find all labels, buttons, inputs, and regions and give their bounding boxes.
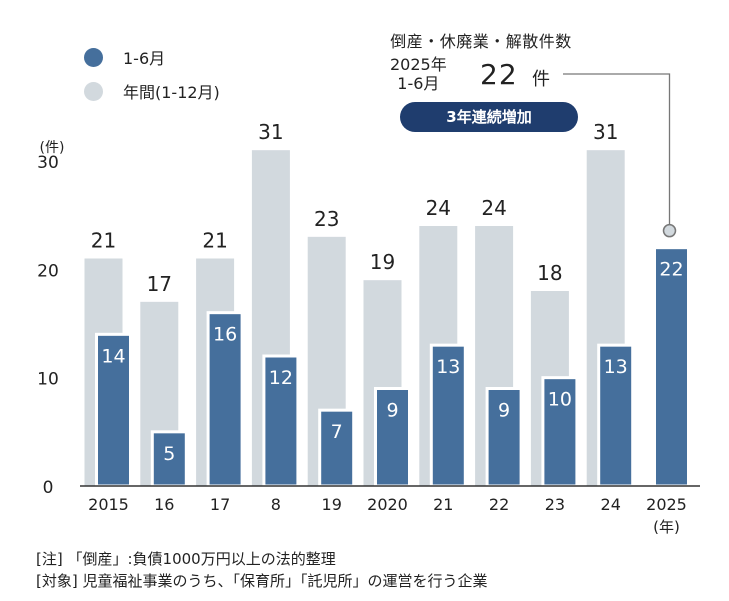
data-label-annual: 18: [537, 261, 562, 285]
y-tick-label: 20: [37, 261, 59, 281]
bar-first-half: [653, 246, 690, 488]
footnote-note: [注] 「倒産」:負債1000万円以上の法的整理: [36, 550, 336, 568]
x-tick-label: 2015: [88, 495, 129, 514]
callout-title: 倒産・休廃業・解散件数: [390, 32, 572, 51]
data-label-first-half: 13: [436, 356, 460, 378]
x-tick-label: 24: [601, 495, 621, 514]
x-tick-label: 21: [433, 495, 453, 514]
callout-count: 22: [480, 58, 518, 91]
data-label-annual: 21: [202, 229, 227, 253]
y-axis-unit: (件): [40, 140, 65, 156]
data-label-annual: 17: [147, 272, 172, 296]
legend-label: 年間(1-12月): [123, 83, 220, 102]
bar-first-half: [597, 343, 635, 488]
y-tick-label: 10: [37, 370, 59, 390]
footnotes: [注] 「倒産」:負債1000万円以上の法的整理 [対象] 児童福祉事業のうち、…: [36, 548, 487, 592]
data-label-first-half: 5: [163, 443, 175, 465]
data-label-annual: 23: [314, 207, 339, 231]
callout-period: 2025年 1-6月: [390, 55, 447, 93]
data-label-first-half: 10: [548, 389, 572, 411]
legend: 1-6月 年間(1-12月): [84, 40, 220, 108]
legend-item-annual: 年間(1-12月): [84, 74, 220, 108]
data-label-annual: 21: [91, 229, 116, 253]
bar-first-half: [485, 387, 523, 488]
data-label-annual: 31: [593, 120, 618, 144]
callout-period-year: 2025年: [390, 55, 447, 74]
x-tick-label: 8: [271, 495, 281, 514]
callout-badge: 3年連続増加: [400, 102, 578, 132]
data-label-first-half: 22: [659, 259, 683, 281]
data-label-first-half: 16: [213, 324, 237, 346]
data-label-annual: 24: [481, 196, 506, 220]
x-axis-unit: (年): [653, 518, 680, 536]
legend-label: 1-6月: [123, 49, 166, 68]
x-tick-label: 22: [489, 495, 509, 514]
y-tick-label: 0: [43, 478, 54, 498]
data-label-annual: 24: [426, 196, 451, 220]
bar-first-half: [318, 408, 356, 488]
data-label-annual: 31: [258, 120, 283, 144]
x-tick-label: 19: [322, 495, 342, 514]
y-tick-label: 30: [37, 153, 59, 173]
callout-period-months: 1-6月: [397, 74, 440, 93]
callout-leader-line: [563, 73, 671, 225]
data-label-annual: 19: [370, 250, 395, 274]
footnote-scope: [対象] 児童福祉事業のうち、「保育所」「託児所」の運営を行う企業: [36, 572, 488, 590]
x-tick-label: 2020: [367, 495, 408, 514]
x-tick-label: 2025: [646, 495, 687, 514]
data-label-first-half: 12: [269, 367, 293, 389]
data-label-first-half: 13: [604, 356, 628, 378]
legend-swatch-dark: [84, 47, 103, 67]
bar-first-half: [262, 354, 300, 488]
callout-unit: 件: [532, 69, 550, 90]
x-tick-label: 16: [154, 495, 174, 514]
data-label-first-half: 9: [386, 400, 398, 422]
legend-swatch-light: [84, 81, 103, 101]
legend-item-first-half: 1-6月: [84, 40, 220, 74]
bar-first-half: [429, 343, 467, 488]
data-label-first-half: 7: [331, 421, 343, 443]
data-label-first-half: 14: [101, 345, 125, 367]
callout-marker: [662, 223, 677, 238]
callout: 倒産・休廃業・解散件数 2025年 1-6月 22 件 3年連続増加: [376, 28, 586, 132]
bar-first-half: [374, 387, 411, 488]
x-tick-label: 17: [210, 495, 230, 514]
x-tick-label: 23: [545, 495, 565, 514]
data-label-first-half: 9: [498, 400, 510, 422]
